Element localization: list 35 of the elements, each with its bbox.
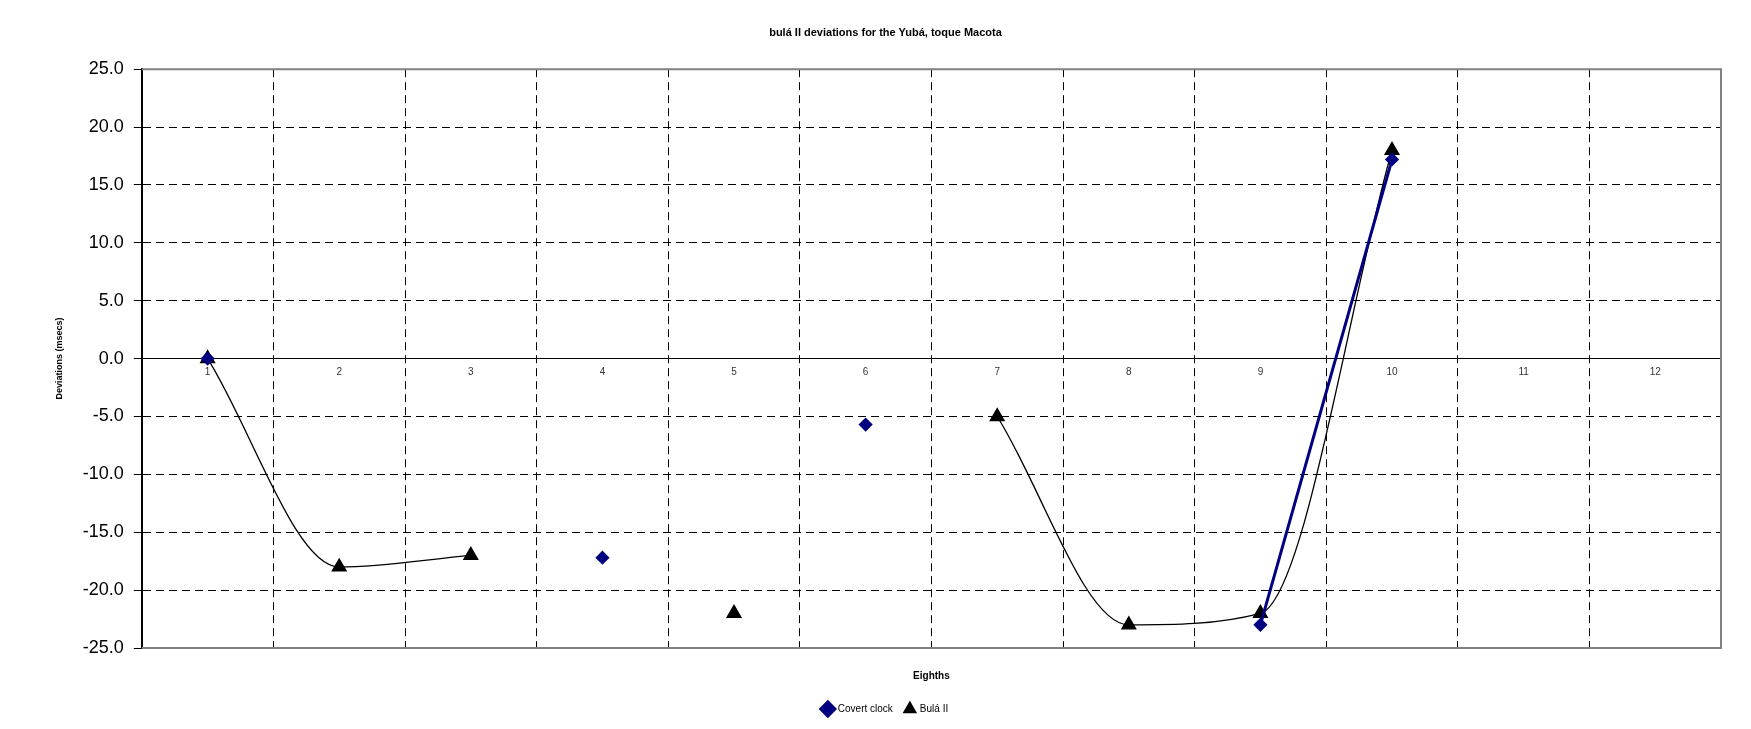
- x-tick-label: 2: [336, 366, 343, 378]
- x-tick-label: 6: [862, 366, 869, 378]
- point: [463, 546, 479, 561]
- point: [989, 407, 1005, 422]
- x-tick-label: 8: [1126, 366, 1133, 378]
- x-tick-label: 11: [1518, 366, 1530, 378]
- y-tick-label: 0.0: [98, 347, 124, 368]
- x-tick-label: 10: [1386, 366, 1398, 378]
- y-tick-label: -5.0: [92, 405, 124, 426]
- y-tick-label: -10.0: [82, 463, 124, 484]
- point: [331, 558, 347, 572]
- y-tick-label: -20.0: [82, 579, 124, 600]
- x-tick-label: 12: [1649, 366, 1662, 378]
- point: [1121, 616, 1137, 630]
- point: [1385, 152, 1399, 166]
- x-tick-label: 3: [468, 366, 475, 378]
- x-tick-label: 9: [1257, 366, 1264, 378]
- y-tick-label: 15.0: [88, 173, 124, 194]
- x-tick-label: 4: [599, 366, 606, 378]
- y-tick-label: 10.0: [88, 231, 124, 252]
- point: [726, 604, 742, 618]
- y-tick-label: 20.0: [88, 116, 124, 137]
- y-tick-label: -15.0: [82, 521, 124, 542]
- legend-label: Bulá II: [919, 702, 949, 714]
- chart-title: bulá II deviations for the Yubá, toque Macota: [769, 25, 1003, 38]
- x-tick-label: 1: [204, 366, 211, 378]
- y-axis-title: Deviations (msecs): [53, 317, 64, 400]
- point: [1384, 141, 1400, 155]
- y-tick-label: -25.0: [82, 636, 124, 657]
- x-tick-label: 5: [731, 366, 738, 378]
- x-tick-label: 7: [994, 366, 1001, 378]
- x-axis-title: Eighths: [913, 669, 951, 681]
- y-tick-label: 25.0: [88, 58, 124, 79]
- legend-label: Covert clock: [837, 702, 894, 714]
- y-tick-label: 5.0: [98, 289, 124, 310]
